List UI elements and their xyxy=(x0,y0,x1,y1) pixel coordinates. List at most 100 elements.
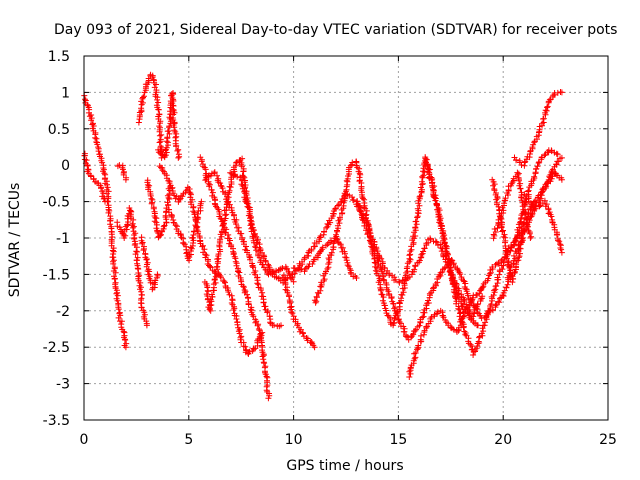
data-point-marker xyxy=(296,328,303,335)
data-point-marker xyxy=(496,271,503,278)
data-point-marker xyxy=(99,159,106,166)
data-point-marker xyxy=(516,245,523,252)
data-point-marker xyxy=(112,269,119,276)
data-point-marker xyxy=(164,139,171,146)
data-point-marker xyxy=(541,197,548,204)
data-point-marker xyxy=(221,278,228,285)
data-point-marker xyxy=(476,290,483,297)
data-point-marker xyxy=(368,238,375,245)
data-point-marker xyxy=(84,162,91,169)
data-point-marker xyxy=(494,225,501,232)
data-point-marker xyxy=(309,261,316,267)
data-point-marker xyxy=(558,246,565,253)
data-point-marker xyxy=(442,243,449,249)
y-tick-label: 0.5 xyxy=(48,122,70,138)
data-point-marker xyxy=(154,271,161,278)
data-point-marker xyxy=(250,264,257,271)
data-point-marker xyxy=(357,171,364,178)
series-track-k xyxy=(197,154,273,402)
data-point-marker xyxy=(488,301,495,308)
data-point-marker xyxy=(242,343,249,350)
data-point-marker xyxy=(525,188,531,195)
data-point-marker xyxy=(366,237,373,244)
data-point-marker xyxy=(491,187,498,194)
data-point-marker xyxy=(164,199,171,206)
data-point-marker xyxy=(105,209,112,216)
data-point-marker xyxy=(353,275,360,281)
data-point-marker xyxy=(143,322,150,329)
data-point-marker xyxy=(146,268,153,275)
data-point-marker xyxy=(165,128,172,134)
data-point-marker xyxy=(412,233,419,239)
data-point-marker xyxy=(517,185,524,192)
data-point-marker xyxy=(164,134,171,141)
data-point-marker xyxy=(115,314,122,321)
data-point-marker xyxy=(493,282,500,289)
data-point-marker xyxy=(100,195,107,202)
data-point-marker xyxy=(237,157,244,163)
data-point-marker xyxy=(325,255,332,262)
data-point-marker xyxy=(208,187,215,193)
data-point-marker xyxy=(556,238,563,245)
data-point-marker xyxy=(88,117,95,124)
data-point-marker xyxy=(198,158,205,165)
data-point-marker xyxy=(445,261,452,268)
data-point-marker xyxy=(132,240,139,247)
series-track-h xyxy=(155,90,183,161)
series-track-d xyxy=(114,205,150,329)
data-point-marker xyxy=(466,302,473,309)
data-point-marker xyxy=(370,244,377,251)
data-point-marker xyxy=(211,169,218,176)
data-point-marker xyxy=(239,177,246,184)
data-point-marker xyxy=(324,220,331,227)
data-point-marker xyxy=(104,181,110,188)
series-track-m xyxy=(201,155,297,314)
data-point-marker xyxy=(240,168,247,175)
data-point-marker xyxy=(227,169,234,176)
data-point-marker xyxy=(528,233,535,240)
data-point-marker xyxy=(200,242,206,249)
data-point-marker xyxy=(209,189,216,196)
data-point-marker xyxy=(544,103,551,110)
data-point-marker xyxy=(558,249,565,256)
data-point-marker xyxy=(256,244,263,251)
data-point-marker xyxy=(490,182,497,189)
data-point-marker xyxy=(426,290,433,297)
data-point-marker xyxy=(168,214,175,220)
data-point-marker xyxy=(439,269,446,275)
y-tick-label: -2 xyxy=(56,304,70,320)
data-point-marker xyxy=(349,194,356,201)
y-tick-label: -1.5 xyxy=(43,267,70,283)
data-point-marker xyxy=(194,211,201,217)
data-point-marker xyxy=(90,175,97,182)
data-point-marker xyxy=(385,288,392,295)
data-point-marker xyxy=(416,322,423,329)
series-track-v xyxy=(490,169,535,242)
data-point-marker xyxy=(495,203,502,210)
data-point-marker xyxy=(206,181,213,188)
data-point-marker xyxy=(455,290,462,297)
series-track-b xyxy=(81,150,108,205)
data-point-marker xyxy=(94,141,101,148)
data-point-marker xyxy=(417,193,424,199)
data-point-marker xyxy=(509,279,516,286)
data-point-marker xyxy=(331,206,338,212)
data-point-marker xyxy=(141,93,147,100)
data-point-marker xyxy=(114,292,121,299)
data-point-marker xyxy=(531,139,538,146)
data-point-marker xyxy=(525,227,532,234)
data-point-marker xyxy=(339,210,346,216)
data-point-marker xyxy=(247,217,254,224)
tick-labels: 0 5 10 15 20 25 1.5 1 0.5 0 -0.5 -1 -1.5 -2 -2.5 -3 -3.5 xyxy=(43,49,617,448)
data-point-marker xyxy=(428,314,435,321)
data-point-marker xyxy=(220,220,227,227)
data-point-marker xyxy=(176,153,183,160)
data-point-marker xyxy=(337,241,344,248)
data-point-marker xyxy=(474,300,481,307)
data-point-marker xyxy=(475,322,481,329)
data-point-marker xyxy=(114,297,121,304)
data-point-marker xyxy=(88,112,95,118)
data-point-marker xyxy=(401,280,408,287)
data-point-marker xyxy=(218,274,224,281)
data-point-marker xyxy=(407,248,414,255)
